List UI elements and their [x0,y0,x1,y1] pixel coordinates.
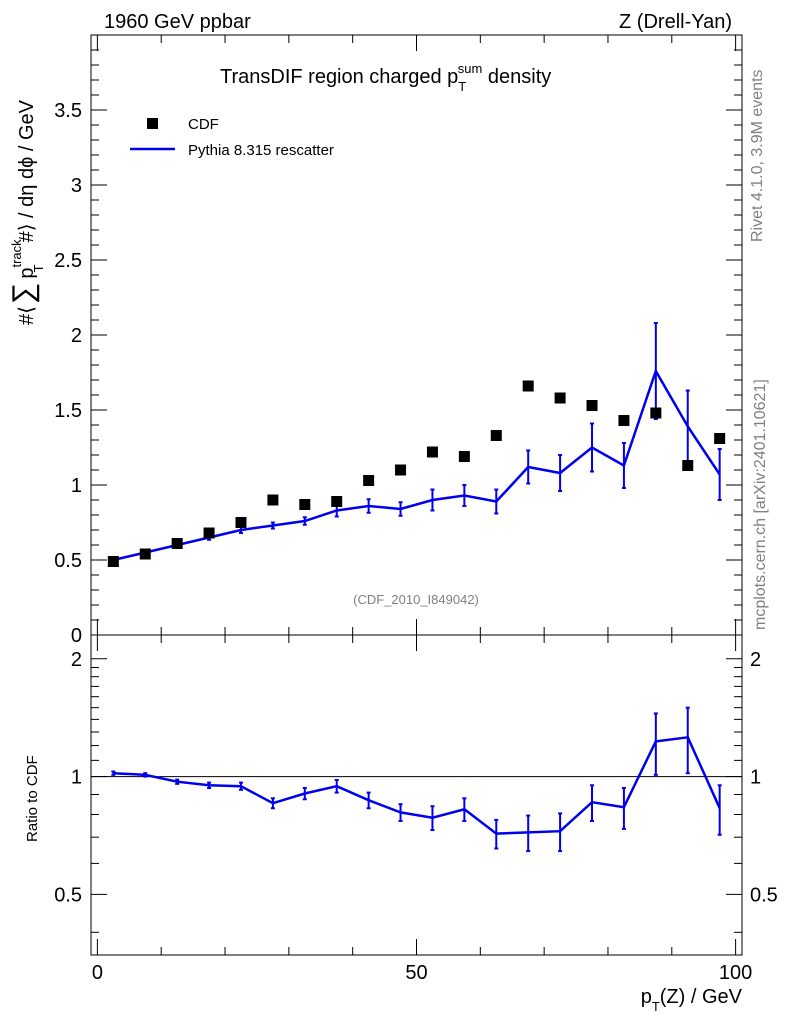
cdf-data-point [586,400,598,411]
main-y-tick-label: 2 [71,325,82,347]
legend-cdf-marker [147,118,158,129]
ratio-y-tick-label-right: 2 [750,649,761,671]
ratio-line [113,735,721,835]
cdf-data-point [554,392,566,404]
energy-label: 1960 GeV ppbar [104,11,251,33]
main-y-tick-label: 0 [71,625,82,647]
cdf-data-point [522,380,534,392]
main-y-tick-label: 1 [71,475,82,497]
cdf-data-point [235,517,247,528]
cdf-data-point [426,446,438,458]
ratio-y-tick-label-left: 2 [71,649,82,671]
cdf-data-point [267,494,279,506]
main-y-tick-label: 1.5 [54,400,82,422]
cdf-data-point [395,464,407,476]
legend-cdf-label: CDF [188,116,219,133]
cdf-data-point [714,433,726,444]
cdf-data-point [458,451,470,462]
cdf-data-point [618,415,630,426]
main-y-tick-label: 2.5 [54,250,82,272]
x-tick-label: 100 [719,962,752,984]
main-y-tick-label: 3.5 [54,100,82,122]
cdf-data-point [139,548,151,560]
x-axis-label: pT(Z) / GeV [641,986,743,1014]
ratio-plot-frame [90,634,743,956]
cdf-data-point [171,538,183,549]
x-tick-label: 0 [92,962,103,984]
cdf-data-point [203,527,215,539]
mcplots-label: mcplots.cern.ch [arXiv:2401.10621] [752,379,769,630]
ratio-y-tick-label-left: 1 [71,767,82,789]
plot-title: TransDIF region charged pTsum density [220,61,551,94]
cdf-data-point [650,407,662,419]
cdf-data-point [299,499,311,510]
cdf-data-point [331,496,343,507]
rivet-label: Rivet 4.1.0, 3.9M events [749,69,766,242]
main-y-tick-label: 3 [71,175,82,197]
main-y-tick-label: 0.5 [54,550,82,572]
ratio-y-tick-label-left: 0.5 [54,884,82,906]
ratio-y-tick-label-right: 0.5 [750,884,778,906]
x-tick-label: 50 [405,962,427,984]
cdf-data-point [363,475,375,486]
cdf-data-point [107,556,119,567]
cdf-data-point [490,430,502,441]
cdf-data-point [682,460,694,471]
analysis-label: (CDF_2010_I849042) [353,592,479,607]
ratio-y-tick-label-right: 1 [750,767,761,789]
main-y-axis-label: #⟨∑ptrackT#⟩ / dη dϕ / GeV [7,99,46,325]
ratio-y-axis-label: Ratio to CDF [24,755,41,842]
process-label: Z (Drell-Yan) [619,11,732,33]
legend-pythia-label: Pythia 8.315 rescatter [188,142,334,159]
